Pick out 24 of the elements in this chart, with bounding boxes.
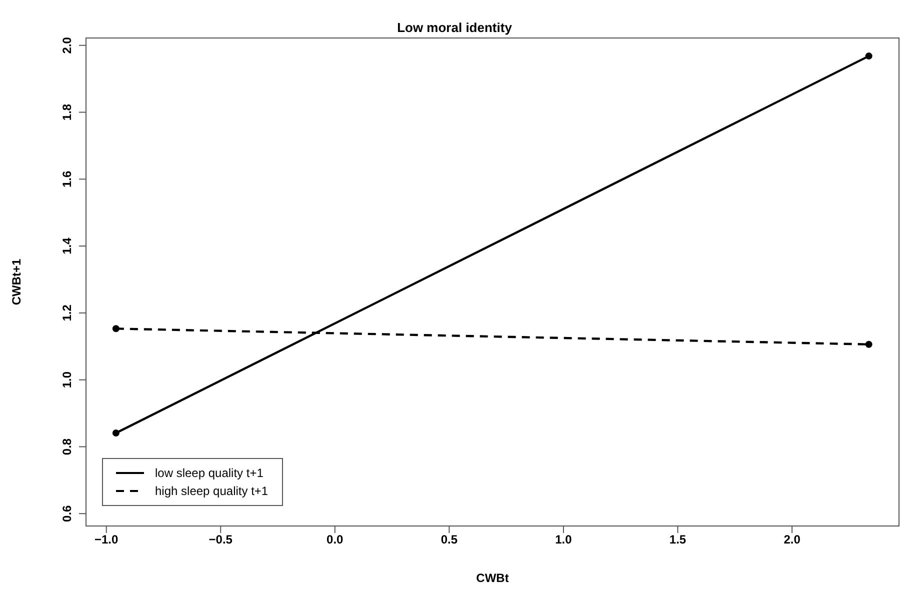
- y-tick-label: 1.4: [60, 237, 74, 254]
- x-tick-label: −0.5: [208, 532, 233, 547]
- chart-title: Low moral identity: [396, 19, 513, 36]
- y-tick-label: 1.0: [60, 371, 74, 388]
- x-tick-label: 1.5: [669, 532, 686, 547]
- y-tick-label: 0.8: [60, 438, 74, 456]
- point: [865, 340, 872, 348]
- y-tick-label: 1.6: [60, 170, 74, 188]
- x-tick-label: 0.0: [326, 532, 344, 547]
- x-tick-label: 2.0: [784, 532, 801, 547]
- y-tick-label: 1.2: [60, 304, 74, 322]
- point: [112, 325, 120, 332]
- point: [112, 430, 120, 437]
- y-axis-title: CWBt+1: [9, 258, 24, 306]
- y-tick-label: 2.0: [60, 36, 74, 54]
- x-tick-label: −1.0: [94, 532, 119, 547]
- point: [865, 52, 872, 60]
- legend-label: high sleep quality t+1: [155, 484, 268, 498]
- x-axis-title: CWBt: [476, 571, 509, 585]
- y-tick-label: 1.8: [60, 104, 74, 121]
- x-tick-label: 0.5: [440, 532, 458, 547]
- x-tick-label: 1.0: [555, 532, 572, 547]
- y-tick-label: 0.6: [60, 504, 74, 522]
- legend-label: low sleep quality t+1: [155, 466, 264, 480]
